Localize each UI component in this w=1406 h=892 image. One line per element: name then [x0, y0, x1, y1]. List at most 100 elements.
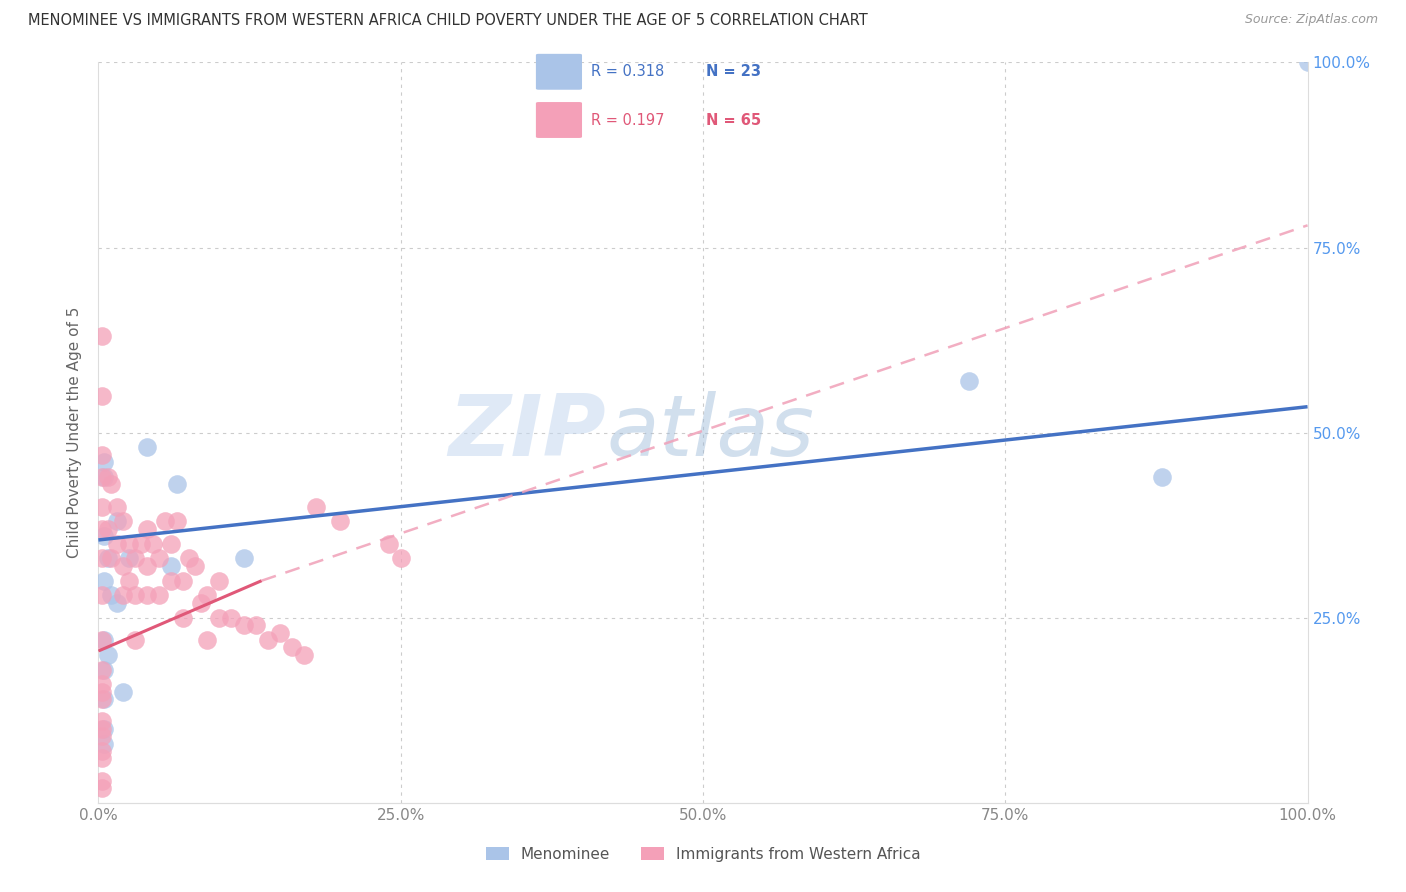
- Point: [105, 515, 128, 529]
- Point: [91, 780, 114, 795]
- Point: [91, 722, 114, 736]
- Point: [105, 500, 128, 514]
- Point: [93, 455, 115, 469]
- Point: [105, 536, 128, 550]
- Y-axis label: Child Poverty Under the Age of 5: Child Poverty Under the Age of 5: [67, 307, 83, 558]
- Point: [100, 589, 122, 603]
- Point: [91, 470, 114, 484]
- Point: [93, 529, 115, 543]
- Text: R = 0.318: R = 0.318: [591, 63, 664, 78]
- Point: [91, 329, 114, 343]
- Point: [292, 648, 315, 662]
- Point: [377, 536, 399, 550]
- Point: [1152, 470, 1174, 484]
- Point: [160, 558, 183, 573]
- Text: N = 23: N = 23: [706, 63, 761, 78]
- Point: [91, 388, 114, 402]
- Point: [208, 574, 231, 588]
- Point: [91, 714, 114, 729]
- Point: [160, 536, 183, 550]
- Point: [91, 663, 114, 677]
- Point: [160, 574, 183, 588]
- Point: [91, 589, 114, 603]
- Point: [957, 374, 980, 388]
- Point: [93, 722, 115, 736]
- Point: [97, 470, 120, 484]
- Point: [118, 551, 141, 566]
- Point: [111, 589, 134, 603]
- Point: [91, 685, 114, 699]
- Point: [389, 551, 412, 566]
- Point: [105, 596, 128, 610]
- Point: [305, 500, 328, 514]
- Text: MENOMINEE VS IMMIGRANTS FROM WESTERN AFRICA CHILD POVERTY UNDER THE AGE OF 5 COR: MENOMINEE VS IMMIGRANTS FROM WESTERN AFR…: [28, 13, 868, 29]
- Point: [172, 574, 194, 588]
- Point: [190, 596, 212, 610]
- Point: [97, 551, 120, 566]
- Point: [1296, 55, 1319, 70]
- Point: [124, 551, 146, 566]
- Point: [232, 551, 254, 566]
- Point: [124, 632, 146, 647]
- Point: [93, 663, 115, 677]
- Point: [232, 618, 254, 632]
- Point: [179, 551, 201, 566]
- Point: [256, 632, 278, 647]
- Point: [153, 515, 176, 529]
- Point: [91, 632, 114, 647]
- Text: N = 65: N = 65: [706, 113, 761, 128]
- Point: [135, 441, 157, 455]
- Point: [91, 751, 114, 765]
- Point: [93, 692, 115, 706]
- Point: [93, 574, 115, 588]
- Point: [329, 515, 352, 529]
- Point: [93, 470, 115, 484]
- Point: [135, 558, 157, 573]
- Point: [111, 685, 134, 699]
- Legend: Menominee, Immigrants from Western Africa: Menominee, Immigrants from Western Afric…: [485, 847, 921, 862]
- Point: [100, 477, 122, 491]
- Point: [91, 448, 114, 462]
- Point: [100, 551, 122, 566]
- Point: [148, 589, 170, 603]
- Point: [208, 610, 231, 624]
- Text: R = 0.197: R = 0.197: [591, 113, 664, 128]
- Point: [93, 737, 115, 751]
- Point: [166, 515, 188, 529]
- Text: ZIP: ZIP: [449, 391, 606, 475]
- Point: [91, 773, 114, 788]
- Point: [281, 640, 304, 655]
- Point: [221, 610, 243, 624]
- Point: [195, 589, 218, 603]
- Point: [245, 618, 267, 632]
- Point: [93, 632, 115, 647]
- Point: [148, 551, 170, 566]
- Point: [124, 589, 146, 603]
- Point: [97, 522, 120, 536]
- Point: [269, 625, 291, 640]
- Text: atlas: atlas: [606, 391, 814, 475]
- Point: [91, 692, 114, 706]
- Point: [91, 729, 114, 743]
- Point: [135, 589, 157, 603]
- FancyBboxPatch shape: [536, 54, 582, 90]
- Point: [91, 677, 114, 691]
- Point: [91, 551, 114, 566]
- Point: [91, 744, 114, 758]
- Point: [91, 500, 114, 514]
- FancyBboxPatch shape: [536, 102, 582, 138]
- Point: [91, 522, 114, 536]
- Point: [184, 558, 207, 573]
- Point: [129, 536, 152, 550]
- Point: [195, 632, 218, 647]
- Text: Source: ZipAtlas.com: Source: ZipAtlas.com: [1244, 13, 1378, 27]
- Point: [166, 477, 188, 491]
- Point: [172, 610, 194, 624]
- Point: [142, 536, 165, 550]
- Point: [118, 574, 141, 588]
- Point: [118, 536, 141, 550]
- Point: [111, 558, 134, 573]
- Point: [135, 522, 157, 536]
- Point: [97, 648, 120, 662]
- Point: [111, 515, 134, 529]
